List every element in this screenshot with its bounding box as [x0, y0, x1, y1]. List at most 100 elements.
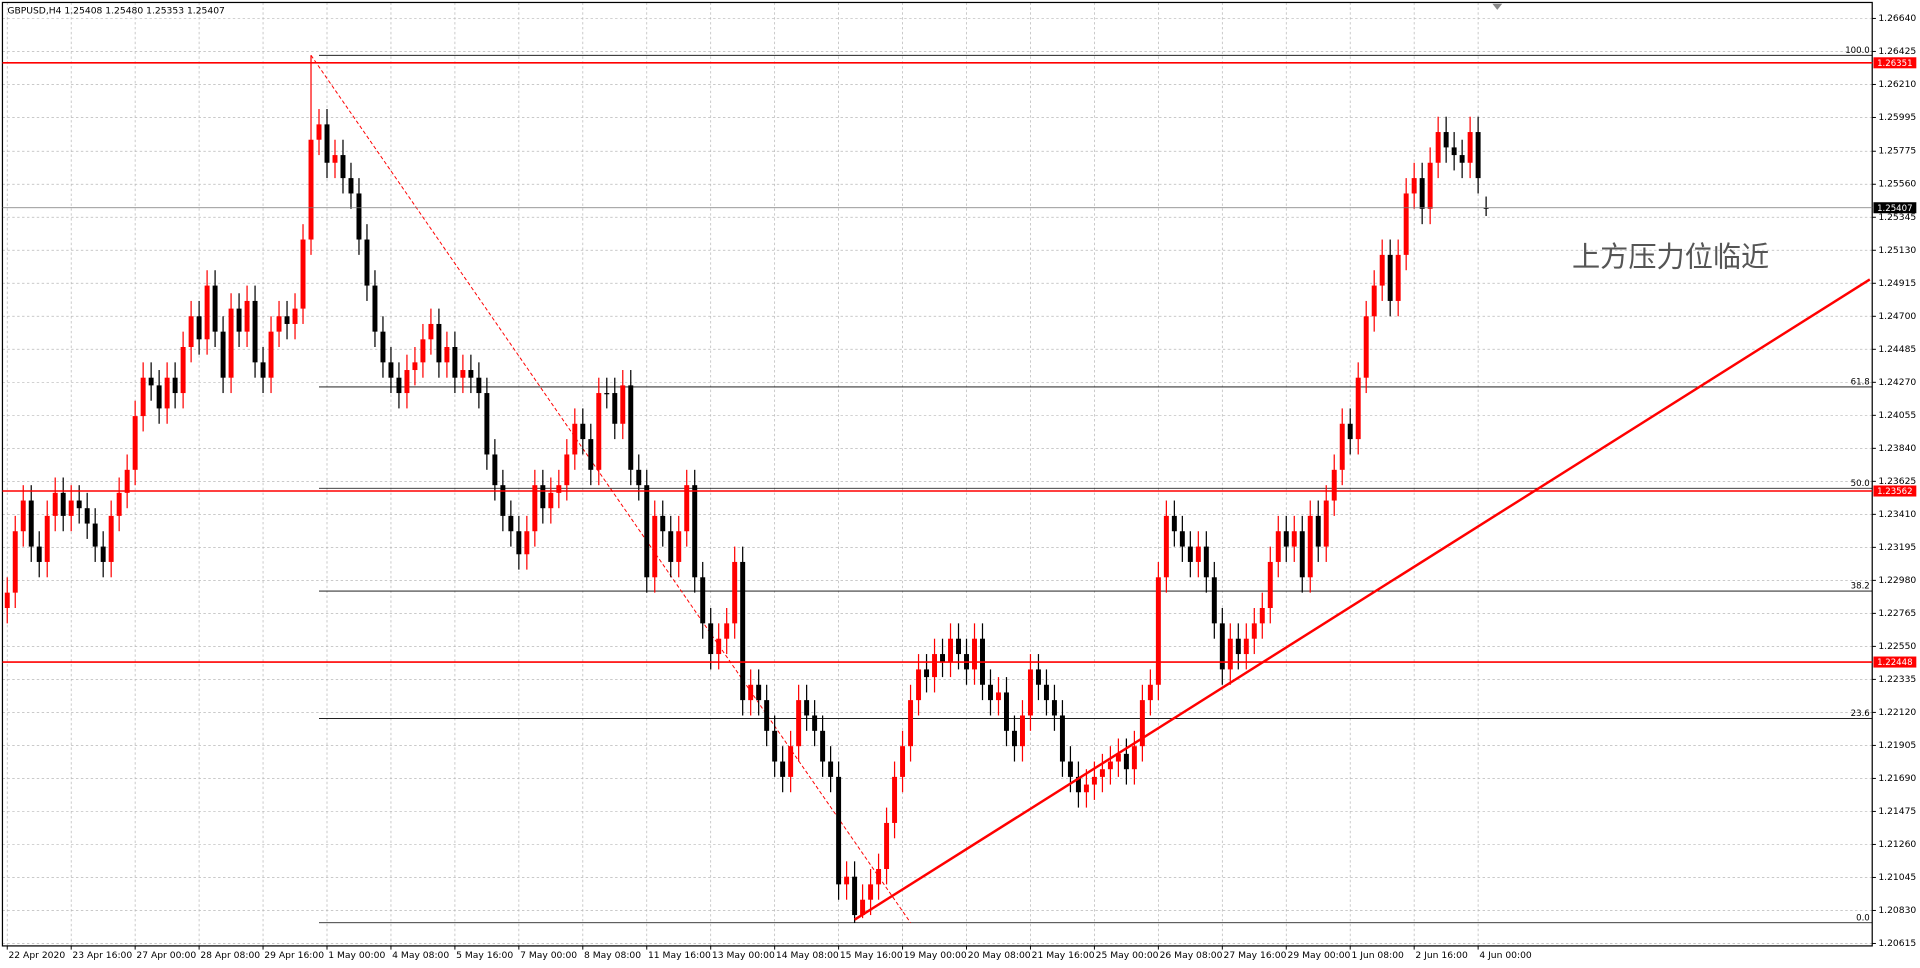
candle-body [1235, 638, 1241, 655]
candle-body [436, 323, 442, 363]
candle-body [892, 776, 898, 823]
candle-body [188, 316, 194, 347]
candle-body [172, 377, 178, 394]
candle-body [548, 492, 554, 509]
candle-body [1219, 623, 1225, 670]
candle-body [364, 239, 370, 286]
y-tick-label: 1.25130 [1878, 245, 1916, 256]
x-tick-label: 13 May 00:00 [712, 950, 775, 961]
candle-body [1195, 546, 1201, 562]
candle-body [780, 761, 786, 777]
candle-body [596, 393, 602, 470]
candle-body [220, 331, 226, 378]
candle-body [1371, 285, 1377, 317]
candle-body [156, 385, 162, 409]
candle-body [1011, 730, 1017, 747]
candle-body [540, 485, 546, 509]
candle-body [492, 454, 498, 486]
candle-body [1171, 515, 1177, 532]
candle-body [1027, 669, 1033, 716]
candle-body [1187, 546, 1193, 562]
candle-body [740, 561, 746, 701]
candle-body [204, 285, 210, 340]
candle-body [324, 124, 330, 163]
candle-body [284, 316, 290, 324]
y-tick-label: 1.23410 [1878, 509, 1916, 520]
y-tick-label: 1.22550 [1878, 641, 1916, 652]
candle-body [68, 500, 74, 516]
x-tick-label: 5 May 16:00 [456, 950, 513, 961]
level-label: 1.26351 [1877, 59, 1912, 69]
candle-body [1267, 561, 1273, 609]
candle-body [620, 385, 626, 424]
candle-body [1307, 515, 1313, 578]
candle-body [1035, 669, 1041, 685]
x-tick-label: 4 May 08:00 [392, 950, 449, 961]
candle-body [820, 730, 826, 762]
y-tick-label: 1.26210 [1878, 79, 1916, 90]
candle-body [972, 638, 977, 670]
candle-body [108, 515, 114, 562]
y-tick-label: 1.26640 [1878, 13, 1916, 24]
x-tick-label: 20 May 08:00 [968, 950, 1031, 961]
candle-body [1347, 423, 1353, 440]
candle-body [732, 561, 738, 624]
candle-body [532, 485, 538, 532]
candle-body [588, 439, 594, 470]
candle-body [1483, 207, 1489, 209]
candle-body [796, 700, 802, 747]
candle-body [996, 692, 1001, 701]
y-tick-label: 1.22980 [1878, 575, 1916, 586]
candle-body [36, 546, 42, 562]
candle-body [1355, 377, 1361, 440]
candle-body [764, 700, 770, 731]
candle-body [836, 776, 842, 885]
candle-body [860, 899, 866, 916]
candle-body [636, 469, 642, 486]
fibo-label: 23.6 [1851, 709, 1870, 719]
x-tick-label: 25 May 00:00 [1096, 950, 1159, 961]
y-tick-label: 1.24915 [1878, 278, 1916, 289]
candle-body [948, 638, 954, 662]
candle-body [316, 124, 322, 140]
shift-marker [1492, 3, 1503, 10]
y-tick-label: 1.21690 [1878, 773, 1916, 784]
candle-body [164, 377, 170, 409]
candle-body [84, 508, 90, 524]
fibo-trend [310, 55, 911, 924]
x-tick-label: 8 May 08:00 [584, 950, 641, 961]
candle-body [1435, 132, 1441, 163]
candle-body [244, 300, 250, 332]
level-tag [1873, 656, 1917, 668]
candle-body [60, 492, 66, 516]
candle-body [1363, 316, 1369, 378]
fibo-label: 38.2 [1851, 582, 1870, 592]
y-tick-label: 1.25775 [1878, 146, 1916, 157]
candle-body [4, 592, 10, 609]
fibo-label: 0.0 [1856, 913, 1870, 923]
candle-body [900, 746, 906, 777]
level-label: 1.22448 [1877, 658, 1912, 668]
candle-body [1227, 638, 1233, 670]
candle-body [724, 623, 730, 639]
candle-body [460, 370, 466, 378]
y-tick-label: 1.21475 [1878, 806, 1916, 817]
candle-body [1131, 746, 1137, 770]
candle-body [940, 654, 946, 662]
candle-body [1259, 608, 1265, 624]
y-tick-label: 1.22335 [1878, 674, 1916, 685]
y-tick-label: 1.21260 [1878, 839, 1916, 850]
candle-body [1331, 469, 1337, 501]
candle-body [1099, 769, 1105, 777]
candle-body [404, 370, 410, 394]
y-tick-label: 1.22120 [1878, 707, 1916, 718]
x-tick-label: 26 May 08:00 [1160, 950, 1223, 961]
candle-body [1379, 254, 1385, 286]
candle-body [1211, 577, 1217, 624]
candle-body [300, 239, 306, 309]
candle-body [1179, 531, 1185, 547]
candle-body [1451, 147, 1457, 156]
candle-body [1155, 577, 1161, 685]
candle-body [884, 822, 890, 870]
